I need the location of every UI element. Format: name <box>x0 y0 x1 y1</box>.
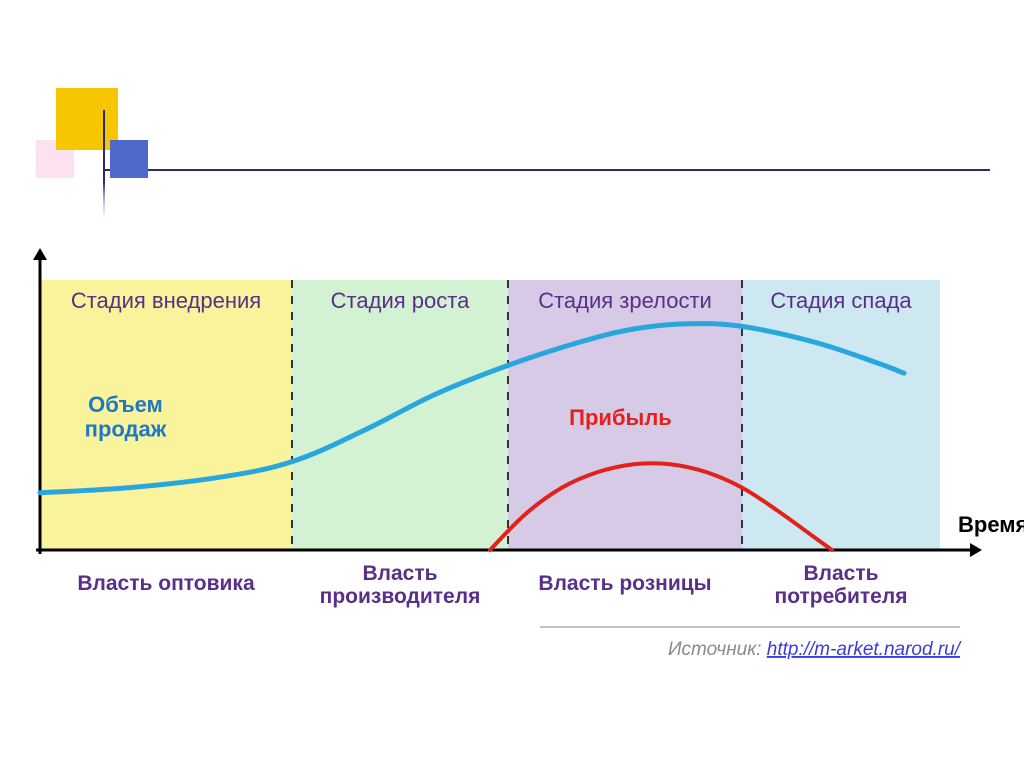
stage-label: Стадия роста <box>331 288 470 313</box>
stage-band <box>292 280 508 550</box>
stage-label: Стадия внедрения <box>71 288 261 313</box>
power-label: Власть оптовика <box>77 572 255 595</box>
x-axis-arrow <box>970 543 982 557</box>
stage-band <box>40 280 292 550</box>
y-axis-arrow <box>33 248 47 260</box>
source-citation: Источник: http://m-arket.narod.ru/ <box>668 639 962 660</box>
power-label: Власть розницы <box>538 572 711 595</box>
stage-band <box>742 280 940 550</box>
decor-square-blue <box>110 140 148 178</box>
stage-label: Стадия спада <box>770 288 912 313</box>
power-label: Властьпроизводителя <box>320 562 481 608</box>
x-axis-label: Время <box>958 512 1024 537</box>
lifecycle-diagram: Стадия внедрения Стадия роста Стадия зрело… <box>0 0 1024 768</box>
decor-square-yellow <box>56 88 118 150</box>
source-link[interactable]: http://m-arket.narod.ru/ <box>767 639 962 660</box>
decor-vline <box>103 110 105 220</box>
power-label: Властьпотребителя <box>775 562 908 608</box>
sales-label: Объемпродаж <box>85 392 167 441</box>
stage-label: Стадия зрелости <box>538 288 712 313</box>
profit-label: Прибыль <box>569 405 672 430</box>
